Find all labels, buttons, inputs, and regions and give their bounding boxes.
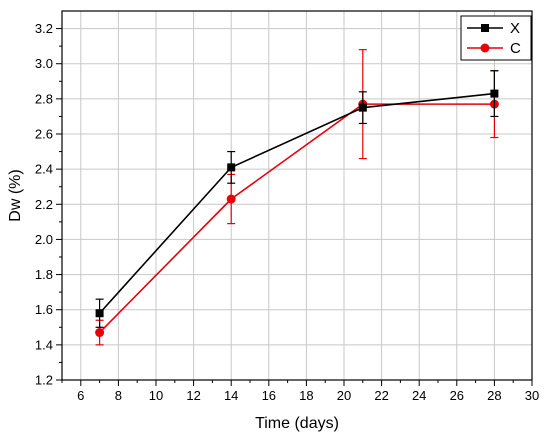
data-point [95, 309, 104, 318]
x-tick-label: 30 [525, 388, 539, 403]
y-tick-label: 3.2 [35, 21, 53, 36]
x-tick-label: 28 [487, 388, 501, 403]
legend-label: C [510, 40, 521, 57]
y-tick-label: 2.2 [35, 197, 53, 212]
series-line [99, 103, 495, 334]
series [95, 49, 499, 346]
legend-entry-C: C [467, 40, 521, 57]
legend-label: X [510, 20, 520, 37]
x-tick-label: 18 [299, 388, 313, 403]
y-tick-label: 3.0 [35, 56, 53, 71]
grid [62, 11, 533, 381]
x-tick-label: 14 [224, 388, 238, 403]
x-tick-labels: 6 8 10 12 14 16 18 20 22 24 26 28 30 [77, 388, 539, 403]
x-tick-label: 26 [450, 388, 464, 403]
legend-box [460, 15, 532, 61]
y-tick-label: 2.4 [35, 162, 53, 177]
y-tick-labels: 1.2 1.4 1.6 1.8 2.0 2.2 2.4 2.6 2.8 3.0 3.2 [35, 21, 53, 387]
series-X [95, 70, 499, 328]
y-tick-label: 1.2 [35, 373, 53, 388]
data-point [490, 89, 499, 98]
x-tick-label: 22 [374, 388, 388, 403]
x-tick-label: 24 [412, 388, 426, 403]
y-tick-label: 1.8 [35, 267, 53, 282]
data-point [358, 103, 367, 112]
series-line [99, 92, 495, 314]
x-tick-label: 10 [149, 388, 163, 403]
plot-frame [61, 10, 533, 381]
axis-ticks [56, 28, 533, 386]
legend-marker [480, 43, 490, 53]
legend-marker [481, 24, 489, 32]
y-tick-label: 1.4 [35, 337, 53, 352]
x-tick-label: 8 [115, 388, 122, 403]
y-tick-label: 1.6 [35, 302, 53, 317]
y-tick-label: 2.8 [35, 91, 53, 106]
legend: XC [460, 15, 532, 61]
y-tick-label: 2.0 [35, 232, 53, 247]
x-tick-label: 20 [337, 388, 351, 403]
data-point [226, 194, 236, 204]
legend-entry-X: X [467, 20, 520, 37]
x-tick-label: 6 [77, 388, 84, 403]
x-tick-label: 16 [262, 388, 276, 403]
y-axis-title: Dw (%) [7, 169, 24, 221]
data-point [95, 328, 105, 338]
y-tick-label: 2.6 [35, 127, 53, 142]
data-point [227, 163, 236, 172]
x-axis-title: Time (days) [255, 415, 339, 432]
x-tick-label: 12 [186, 388, 200, 403]
